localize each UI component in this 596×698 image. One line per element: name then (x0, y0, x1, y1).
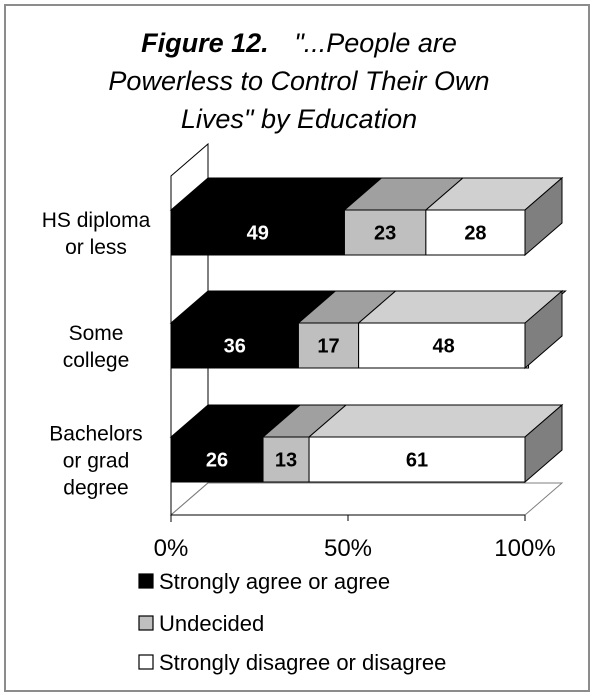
chart-title: Figure 12. "...People are Powerless to C… (108, 28, 489, 134)
category-label: Some (69, 322, 124, 345)
bar-value-label: 61 (406, 450, 428, 472)
chart-svg: Figure 12. "...People are Powerless to C… (42, 28, 567, 675)
bar-value-label: 36 (224, 336, 246, 358)
bar-segment (343, 209, 427, 256)
legend-label: Strongly agree or agree (159, 569, 390, 594)
title-text-1: "...People are (294, 28, 457, 58)
bar-side (524, 289, 563, 370)
legend-swatch (138, 615, 154, 631)
bar-segment (170, 209, 345, 256)
bar-value-label: 23 (374, 223, 396, 245)
bar-side (524, 403, 563, 484)
legend-label: Strongly disagree or disagree (159, 650, 446, 675)
bar-segment (170, 436, 264, 483)
chart-frame: Figure 12. "...People are Powerless to C… (4, 4, 590, 692)
legend-item: Undecided (138, 611, 264, 636)
bar-group: 26 13 61 (169, 403, 564, 484)
category-label: HS diploma (42, 209, 151, 232)
bar-segment (358, 322, 530, 369)
bar-segment-top (307, 404, 564, 438)
legend-item: Strongly disagree or disagree (138, 650, 446, 675)
legend-swatch (138, 573, 154, 589)
category-label: Bachelors (49, 423, 142, 446)
bar-group: 36 17 48 (169, 289, 567, 370)
category-label: college (63, 349, 130, 372)
title-line-3: Lives" by Education (181, 104, 417, 134)
category-label: degree (63, 477, 128, 500)
bar-segment (262, 436, 310, 483)
title-line-2: Powerless to Control Their Own (108, 66, 489, 96)
bar-value-label: 28 (464, 223, 486, 245)
legend-swatch (138, 654, 154, 670)
x-tick-label: 50% (324, 535, 372, 562)
title-line-1: Figure 12. "...People are (141, 28, 457, 58)
bar-value-label: 26 (206, 450, 228, 472)
floor (169, 482, 564, 516)
category-label: or less (65, 236, 127, 259)
figure-label: Figure 12. (141, 28, 269, 58)
legend-label: Undecided (159, 611, 264, 636)
bar-value-label: 13 (275, 450, 297, 472)
bar-segment (297, 322, 360, 369)
x-tick-label: 100% (494, 535, 555, 562)
bar-value-label: 48 (432, 336, 454, 358)
bar-side (524, 176, 563, 257)
legend-item: Strongly agree or agree (138, 569, 390, 594)
bar-value-label: 49 (247, 223, 269, 245)
bar-value-label: 17 (317, 336, 339, 358)
bar-group: 49 23 28 (169, 176, 564, 257)
plot-area: 49 23 28 HS diploma or less 36 17 48 Some college… (42, 142, 567, 562)
bar-segment (170, 322, 299, 369)
legend: Strongly agree or agree Undecided Strongly… (138, 569, 446, 675)
category-label: or grad (63, 450, 130, 473)
x-tick-label: 0% (154, 535, 189, 562)
